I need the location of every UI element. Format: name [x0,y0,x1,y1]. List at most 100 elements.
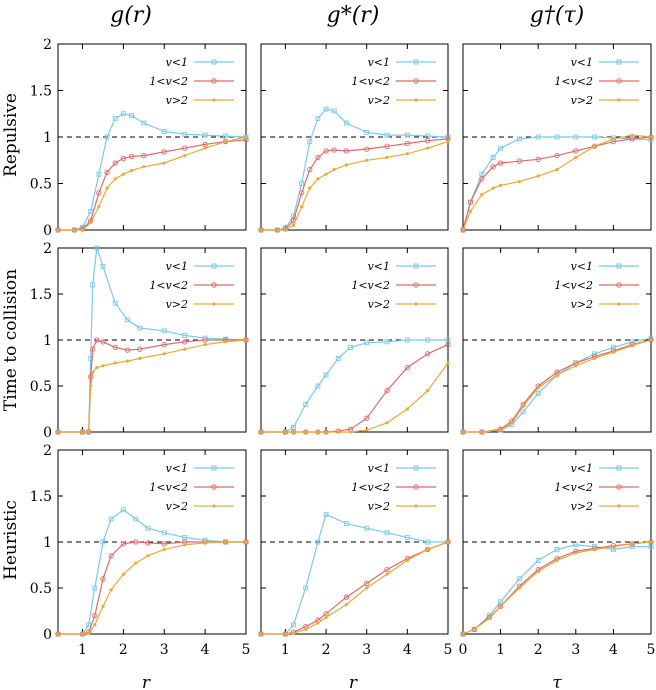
panel-2-2: v<1 1<v<2 v>2 [258,247,451,435]
data-point [611,545,616,549]
data-point [291,622,296,628]
x-tick-label: 4 [403,642,412,658]
data-point [385,155,389,160]
data-point [316,621,320,625]
data-point [468,209,473,213]
data-point [138,356,142,360]
data-point [90,282,96,288]
data-point [203,541,207,545]
data-point [88,355,94,361]
data-point [555,373,559,377]
x-tick-label: 3 [160,642,169,658]
data-point [141,120,147,126]
data-point [162,161,166,165]
data-point [487,616,491,620]
legend-marker [413,59,419,65]
legend-marker [413,78,419,84]
data-point [133,516,139,522]
series-line-v>2 [261,541,449,635]
data-point [89,220,93,225]
data-point [348,430,353,434]
data-point [223,133,229,139]
series-line-1<v<2 [261,138,449,231]
data-point [426,146,430,150]
data-point [303,585,309,591]
legend-label: v>2 [368,500,390,513]
data-point [331,147,337,153]
data-point [161,328,167,334]
data-point [384,143,390,149]
data-point [162,547,166,551]
data-point [404,140,410,147]
legend-label: 1<v<2 [351,481,390,494]
row-title-heuristic: Heuristic [1,500,21,580]
data-point [573,542,579,548]
series-line-v<1 [58,509,246,635]
data-point [344,602,348,607]
data-point [497,160,504,166]
data-point [425,337,431,343]
data-point [259,632,263,636]
x-tick-label: 0 [459,642,468,658]
data-point [182,131,188,137]
data-point [480,193,484,197]
data-point [203,343,207,347]
data-point [120,507,126,513]
data-point [300,205,304,209]
data-point [384,339,390,345]
data-point [161,341,167,348]
data-point [536,174,540,178]
data-point [385,421,389,425]
series-line-1<v<2 [261,541,449,635]
x-tick-label: 5 [444,642,453,658]
data-point [89,384,93,388]
data-point [498,145,504,151]
data-point [480,430,484,434]
x-tick-label: 2 [534,642,543,658]
legend-label: v>2 [571,500,593,513]
legend-label: 1<v<2 [554,279,593,292]
data-point [94,245,100,251]
data-point [161,530,167,536]
y-tick-label: 0 [43,425,52,441]
data-point [343,594,350,600]
data-point [101,364,105,368]
data-point [244,135,248,139]
data-point [97,205,101,209]
data-point [593,356,597,360]
data-point [384,132,390,138]
data-point [323,372,329,378]
series-line-v>2 [261,362,449,433]
data-point [299,181,305,186]
data-point [88,374,94,380]
data-point [112,115,118,121]
series-line-v<1 [261,108,449,231]
data-point [536,386,540,390]
data-point [291,430,296,434]
legend-label: 1<v<2 [149,481,188,494]
data-point [324,172,328,176]
data-point [364,340,370,346]
data-point [121,172,125,176]
data-point [516,136,522,142]
data-point [555,167,559,172]
data-point [593,144,597,148]
data-point [336,430,340,434]
data-point [461,632,465,636]
data-point [121,572,125,576]
data-point [259,430,263,434]
data-point [343,148,350,154]
series-line-v<1 [463,337,652,433]
data-point [182,145,188,151]
legend-marker [413,263,419,269]
data-point [648,337,654,343]
data-point [141,152,147,159]
y-tick-label: 2 [43,37,52,53]
data-point [461,430,465,434]
data-point [425,138,431,144]
y-tick-label: 1 [43,333,52,349]
data-point [182,332,188,338]
data-point [516,158,523,164]
data-point [291,631,296,635]
